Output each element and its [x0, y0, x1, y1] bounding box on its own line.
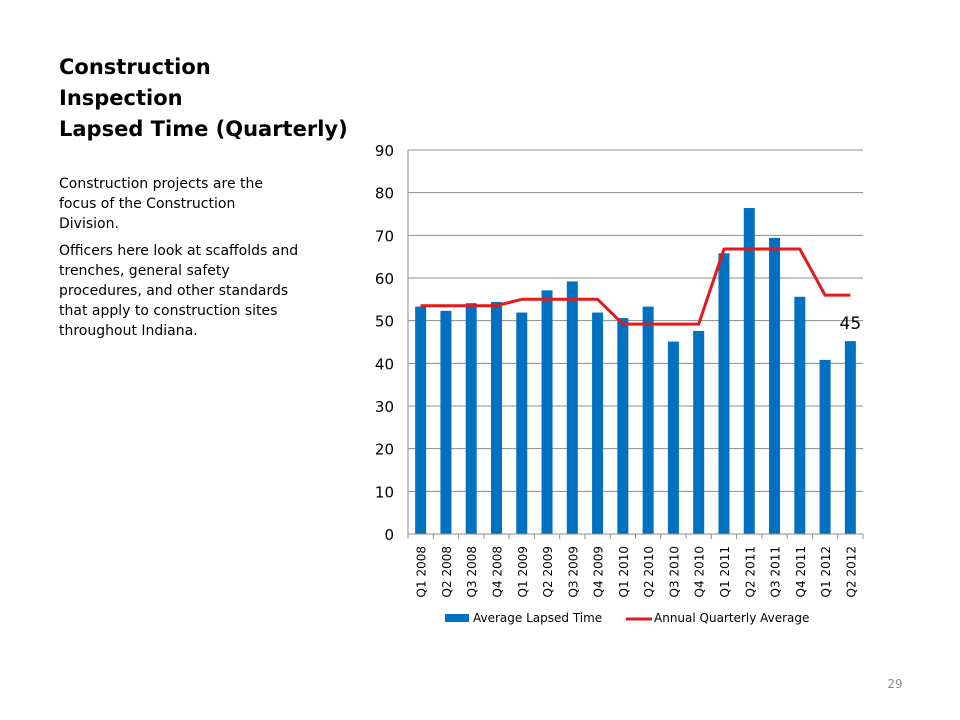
x-category-label: Q3 2008: [465, 546, 479, 597]
x-category-label: Q1 2012: [819, 546, 833, 597]
y-tick-label: 70: [375, 227, 394, 245]
x-category-label: Q4 2011: [794, 546, 808, 597]
x-category-label: Q1 2008: [415, 546, 429, 597]
bar-q2-2008: [440, 310, 452, 534]
axes: 0 10 20 30 40 50 60 70 80 90 Q1 2008 Q2 2008 Q3 2008…: [375, 142, 864, 597]
x-category-label: Q2 2012: [844, 546, 858, 597]
y-tick-label: 10: [375, 483, 394, 501]
lapsed-time-chart: 0 10 20 30 40 50 60 70 80 90 Q1 2008 Q2 2008 Q3 2008…: [375, 142, 864, 625]
paragraph-intro: Construction projects are the focus of t…: [59, 176, 263, 232]
y-tick-label: 40: [375, 355, 394, 373]
labels: 45: [840, 314, 862, 334]
bar-q4-2008: [490, 301, 502, 534]
bar-q1-2009: [516, 312, 528, 534]
x-category-label: Q2 2008: [440, 546, 454, 597]
bar-q3-2008: [465, 303, 477, 534]
legend: Average Lapsed Time Annual Quarterly Aver…: [445, 611, 809, 625]
x-category-label: Q2 2011: [743, 546, 757, 597]
bar-q4-2011: [794, 296, 806, 534]
bar-q1-2012: [819, 359, 831, 534]
title-line-1: Construction: [59, 55, 211, 79]
x-category-label: Q4 2010: [693, 546, 707, 597]
bar-q2-2012: [844, 341, 856, 534]
x-category-label: Q2 2010: [642, 546, 656, 597]
x-category-label: Q1 2011: [718, 546, 732, 597]
legend-label-bar: Average Lapsed Time: [473, 611, 602, 625]
slide-body: Construction projects are the focus of t…: [59, 174, 299, 348]
x-category-label: Q3 2010: [667, 546, 681, 597]
x-category-label: Q1 2009: [516, 546, 530, 597]
bar-q1-2008: [415, 306, 427, 534]
slide-title: Construction Inspection Lapsed Time (Qua…: [59, 52, 359, 145]
title-line-3: Lapsed Time (Quarterly): [59, 117, 348, 141]
paragraph-detail: Officers here look at scaffolds and tren…: [59, 243, 299, 339]
y-tick-label: 90: [375, 142, 394, 160]
y-tick-label: 20: [375, 441, 394, 459]
bar-q3-2010: [667, 341, 679, 534]
x-category-label: Q3 2011: [769, 546, 783, 597]
bar-q2-2009: [541, 290, 553, 534]
x-category-label: Q4 2009: [592, 546, 606, 597]
y-tick-label: 80: [375, 185, 394, 203]
title-line-2: Inspection: [59, 86, 183, 110]
legend-swatch-bar: [445, 614, 469, 622]
bar-q1-2010: [617, 318, 629, 534]
gridlines: [408, 149, 863, 492]
data-label: 45: [840, 314, 862, 334]
x-category-label: Q2 2009: [541, 546, 555, 597]
bar-q4-2010: [693, 330, 705, 534]
bar-q1-2011: [718, 253, 730, 534]
bar-q4-2009: [592, 312, 604, 534]
y-tick-label: 30: [375, 398, 394, 416]
page-number: 29: [887, 677, 903, 691]
x-category-label: Q4 2008: [490, 546, 504, 597]
x-category-label: Q3 2009: [566, 546, 580, 597]
annual-average-line: [420, 247, 851, 326]
y-tick-label: 0: [384, 526, 394, 544]
legend-label-line: Annual Quarterly Average: [654, 611, 809, 625]
y-tick-label: 60: [375, 270, 394, 288]
bar-q2-2011: [743, 208, 755, 534]
x-category-label: Q1 2010: [617, 546, 631, 597]
y-tick-label: 50: [375, 313, 394, 331]
bar-q3-2009: [566, 281, 578, 534]
line-series: [420, 247, 851, 326]
bar-q3-2011: [769, 237, 781, 534]
bar-series: [415, 208, 856, 534]
bar-q2-2010: [642, 306, 654, 534]
